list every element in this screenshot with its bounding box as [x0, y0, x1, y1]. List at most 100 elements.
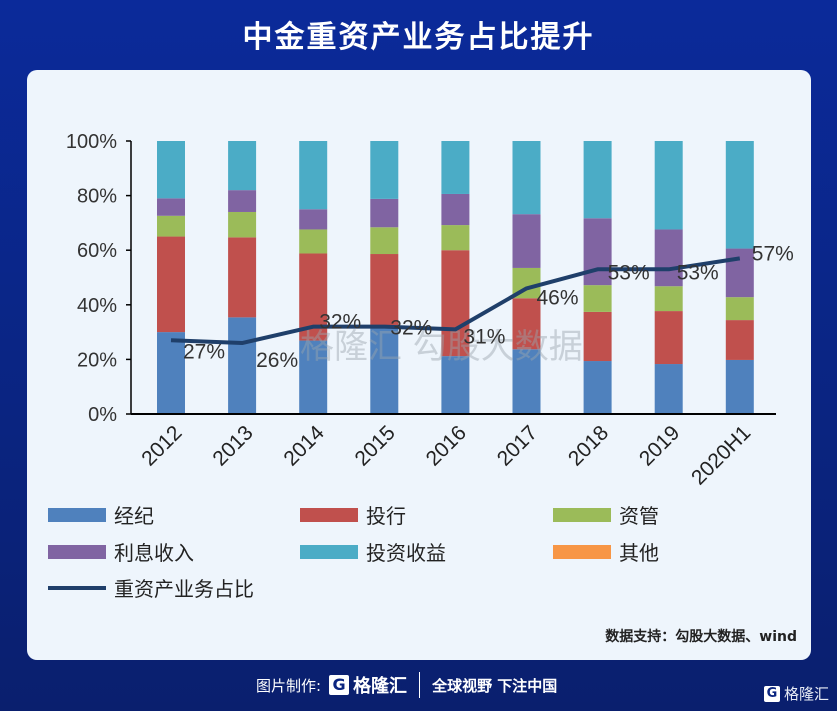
bar-segment-资管-2014 — [299, 229, 328, 254]
legend-item: 经纪 — [48, 500, 154, 529]
bar-segment-投资收益-2013 — [228, 141, 257, 191]
slogan: 全球视野 下注中国 — [432, 676, 558, 695]
x-tick-label: 2020H1 — [687, 421, 755, 489]
bar-segment-投行-2015 — [370, 254, 399, 326]
data-label: 57% — [752, 242, 794, 265]
gelonghui-logo: G 格隆汇 — [329, 672, 407, 698]
data-label: 32% — [319, 311, 361, 334]
bar-segment-利息收入-2017 — [512, 214, 541, 268]
bar-segment-资管-2016 — [441, 225, 470, 251]
bar-segment-利息收入-2014 — [299, 209, 328, 230]
legend-label: 投行 — [366, 504, 406, 528]
bar-segment-资管-2015 — [370, 227, 399, 255]
legend-item: 资管 — [553, 500, 659, 529]
legend-label: 资管 — [619, 504, 659, 528]
source-note: 数据支持：勾股大数据、wind — [605, 629, 797, 645]
bar-segment-利息收入-2019 — [654, 229, 683, 287]
logo-text: 格隆汇 — [353, 676, 408, 697]
bar-segment-投行-2017 — [512, 298, 541, 350]
legend-swatch — [48, 507, 106, 522]
y-tick-label: 40% — [77, 295, 117, 317]
bar-segment-投资收益-2014 — [299, 141, 328, 210]
x-tick-label: 2015 — [351, 421, 400, 470]
legend-swatch — [300, 544, 358, 559]
page-title: 中金重资产业务占比提升 — [242, 20, 595, 55]
y-tick-label: 60% — [77, 240, 117, 262]
bar-segment-资管-2018 — [583, 285, 612, 312]
bar-segment-利息收入-2020H1 — [725, 248, 754, 298]
x-tick-label: 2012 — [137, 421, 186, 470]
bar-segment-投资收益-2019 — [654, 141, 683, 230]
bar-segment-资管-2013 — [228, 211, 257, 238]
data-label: 53% — [608, 261, 650, 284]
bar-segment-经纪-2018 — [583, 361, 612, 414]
legend-item: 投资收益 — [300, 537, 446, 566]
x-tick-label: 2018 — [564, 421, 613, 470]
corner-logo-text: 格隆汇 — [783, 685, 829, 703]
bar-segment-投资收益-2020H1 — [725, 141, 754, 249]
bar-segment-投资收益-2018 — [583, 141, 612, 219]
x-tick-label: 2017 — [493, 421, 542, 470]
legend-swatch — [553, 544, 611, 559]
bar-segment-投行-2016 — [441, 250, 470, 357]
bar-segment-投资收益-2017 — [512, 141, 541, 215]
bar-segment-资管-2012 — [157, 215, 185, 237]
bar-segment-投资收益-2012 — [157, 141, 185, 199]
corner-logo: G 格隆汇 — [763, 683, 829, 704]
bar-segment-投行-2013 — [228, 237, 257, 318]
bar-segment-投行-2020H1 — [725, 320, 754, 360]
data-label: 53% — [677, 261, 719, 284]
x-tick-label: 2013 — [208, 421, 257, 470]
y-tick-label: 20% — [77, 349, 117, 371]
data-label: 26% — [256, 349, 298, 372]
data-label: 46% — [537, 286, 579, 309]
line-series — [170, 256, 741, 346]
bar-segment-经纪-2014 — [299, 340, 328, 414]
logo-g-icon: G — [763, 685, 780, 702]
legend-item: 利息收入 — [48, 537, 194, 566]
bar-segment-投资收益-2015 — [370, 141, 399, 199]
legend-swatch — [48, 544, 106, 559]
made-by-label: 图片制作: — [256, 676, 322, 695]
legend-label: 经纪 — [114, 504, 154, 528]
legend-label: 重资产业务占比 — [114, 577, 254, 601]
legend-swatch — [553, 507, 611, 522]
data-label: 32% — [390, 317, 432, 340]
x-tick-label: 2014 — [279, 421, 329, 471]
legend-item: 投行 — [300, 500, 406, 529]
bar-segment-经纪-2012 — [157, 332, 185, 414]
bar-segment-经纪-2019 — [654, 364, 683, 414]
bar-segment-投行-2019 — [654, 311, 683, 365]
bar-segment-投资收益-2016 — [441, 141, 470, 194]
data-label: 31% — [463, 325, 505, 348]
x-tick-label: 2016 — [422, 421, 471, 470]
legend-line-swatch — [48, 585, 106, 590]
legend-label: 利息收入 — [114, 541, 194, 565]
bar-segment-资管-2020H1 — [725, 297, 754, 321]
data-label: 27% — [183, 340, 225, 363]
bar-segment-经纪-2020H1 — [725, 359, 754, 414]
y-tick-label: 80% — [77, 186, 117, 208]
bar-segment-利息收入-2016 — [441, 193, 470, 226]
x-tick-label: 2019 — [635, 421, 684, 470]
divider — [419, 672, 421, 698]
watermark: 格隆汇 勾股大数据 — [300, 327, 583, 367]
bar-segment-经纪-2015 — [370, 325, 399, 414]
bar-segment-利息收入-2013 — [228, 190, 257, 212]
legend-label: 投资收益 — [366, 541, 446, 565]
y-tick-label: 100% — [66, 131, 117, 153]
bar-segment-投行-2012 — [157, 236, 185, 333]
legend-item-line: 重资产业务占比 — [48, 573, 254, 602]
bar-segment-利息收入-2015 — [370, 198, 399, 228]
y-tick-label: 0% — [88, 404, 117, 426]
footer: 图片制作: G 格隆汇 全球视野 下注中国 — [256, 672, 557, 698]
legend-label: 其他 — [619, 541, 659, 565]
legend-swatch — [300, 507, 358, 522]
bar-segment-经纪-2017 — [512, 349, 541, 414]
logo-g-icon: G — [329, 675, 350, 695]
bar-segment-经纪-2013 — [228, 317, 257, 414]
bar-segment-投行-2018 — [583, 311, 612, 362]
bar-segment-资管-2019 — [654, 286, 683, 312]
bar-segment-利息收入-2012 — [157, 198, 185, 216]
